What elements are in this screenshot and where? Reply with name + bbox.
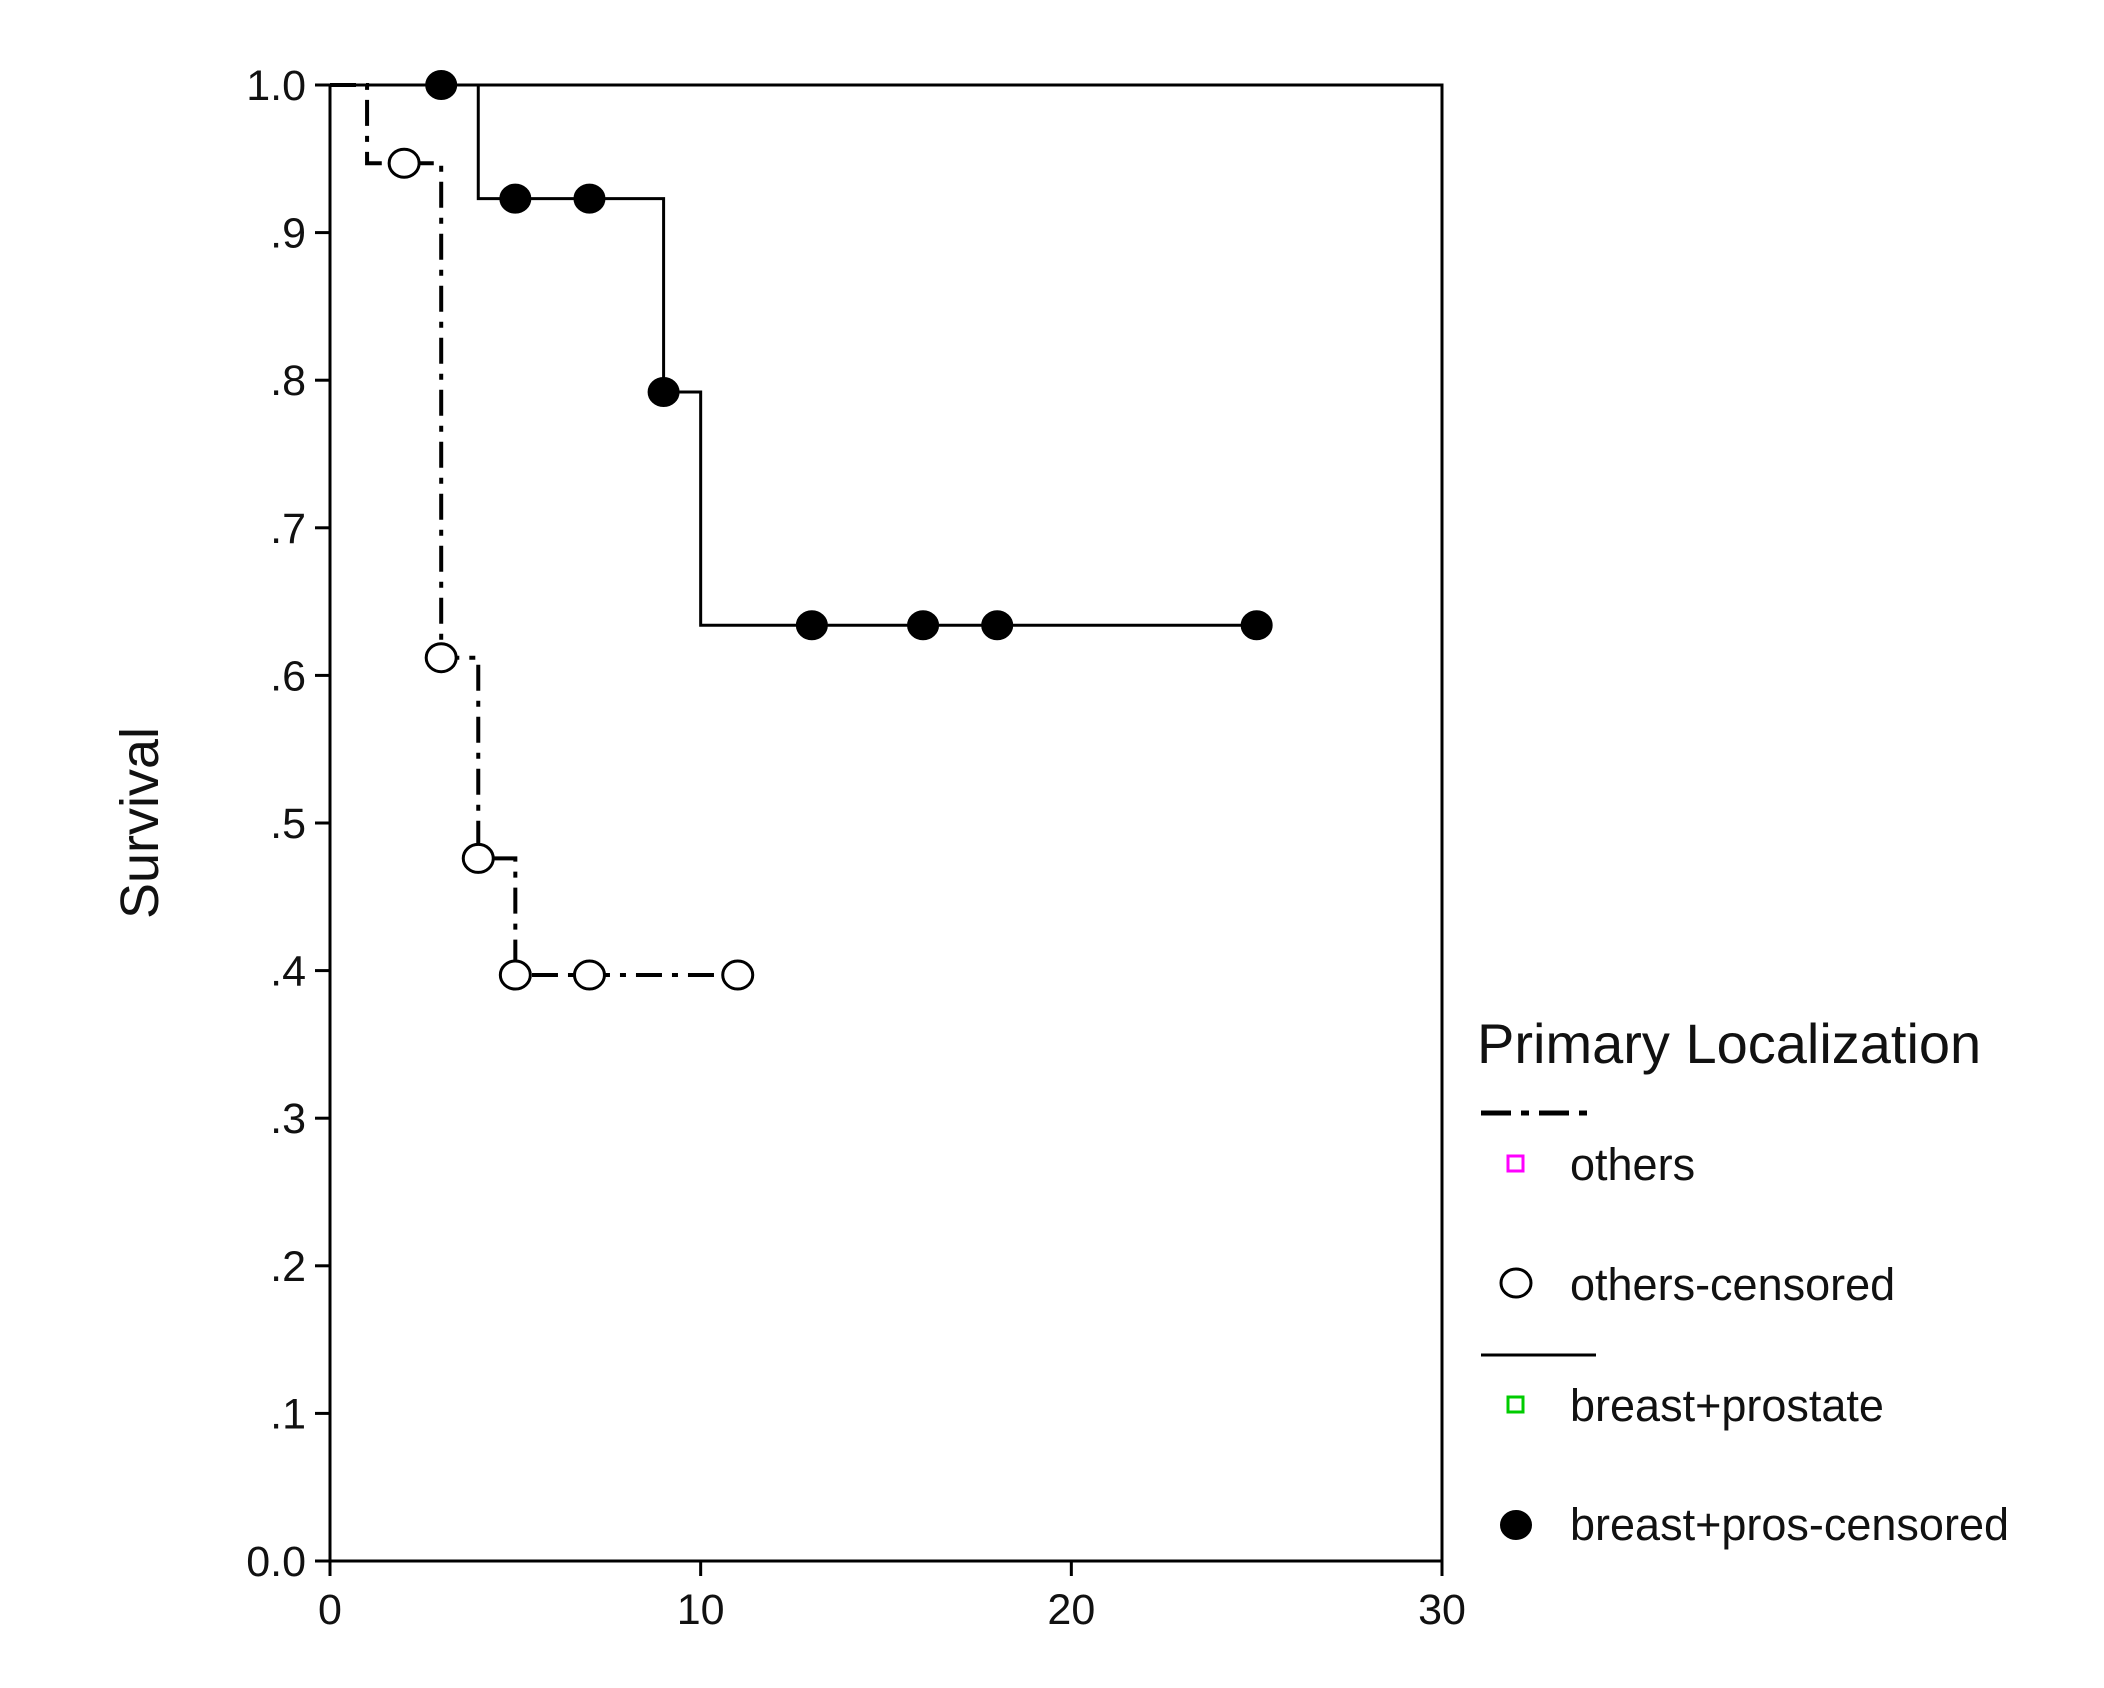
censor-marker-others	[387, 147, 421, 179]
legend-label-others: others	[1570, 1139, 1695, 1190]
censor-marker-others	[721, 959, 755, 991]
y-tick-label: 1.0	[246, 62, 306, 110]
legend-title: Primary Localization	[1477, 1012, 1981, 1075]
series-line-others	[330, 83, 738, 978]
y-tick-label: .8	[270, 357, 306, 405]
legend-marker-others-censored	[1499, 1267, 1533, 1299]
x-axis: 0 10 20 30	[318, 1561, 1466, 1634]
censor-marker-breast-prostate	[795, 610, 828, 641]
x-tick-label: 20	[1047, 1586, 1095, 1634]
y-tick-label: .3	[270, 1095, 306, 1143]
x-tick-label: 10	[677, 1586, 725, 1634]
legend-label-breast-pros-censored: breast+pros-censored	[1570, 1499, 2009, 1550]
y-tick-label: .4	[270, 948, 306, 996]
censor-marker-breast-prostate	[647, 377, 680, 408]
legend-marker-others	[1506, 1154, 1525, 1173]
censor-marker-others	[424, 642, 458, 674]
censor-marker-others	[498, 959, 532, 991]
y-tick-label: .5	[270, 800, 306, 848]
censor-marker-breast-prostate	[1240, 610, 1273, 641]
y-tick-label: .2	[270, 1243, 306, 1291]
y-tick-label: 0.0	[246, 1538, 306, 1586]
censor-marker-others	[572, 959, 606, 991]
legend-label-breast-prostate: breast+prostate	[1570, 1380, 1884, 1431]
censor-marker-breast-prostate	[981, 610, 1014, 641]
censor-marker-breast-prostate	[499, 183, 532, 214]
y-tick-label: .9	[270, 210, 306, 258]
y-tick-label: .6	[270, 652, 306, 700]
censor-marker-breast-prostate	[425, 70, 458, 100]
censor-marker-others	[461, 842, 495, 874]
y-tick-label: .1	[270, 1390, 306, 1438]
y-axis-label: Survival	[110, 727, 170, 919]
censor-marker-breast-prostate	[573, 183, 606, 214]
legend-label-others-censored: others-censored	[1570, 1259, 1895, 1310]
series-layer	[330, 70, 1273, 991]
legend-marker-breast-prostate	[1506, 1395, 1525, 1414]
x-tick-label: 0	[318, 1586, 342, 1634]
y-tick-label: .7	[270, 505, 306, 553]
censor-marker-breast-prostate	[907, 610, 940, 641]
legend: Primary Localization others others-censo…	[1477, 1012, 2009, 1550]
x-tick-label: 30	[1418, 1586, 1466, 1634]
series-line-breast-prostate	[330, 83, 1257, 627]
plot-frame	[328, 83, 1444, 1563]
legend-marker-breast-pros-censored	[1500, 1510, 1532, 1540]
y-axis: 0.0 .1 .2 .3 .4 .5 .6 .7 .8 .9 1.0	[246, 62, 330, 1586]
